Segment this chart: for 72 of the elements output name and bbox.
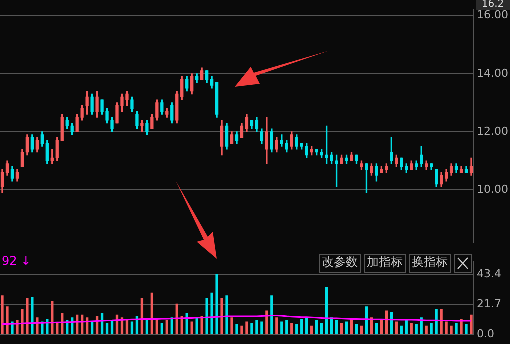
bar xyxy=(470,314,473,334)
bar xyxy=(465,324,468,334)
bar xyxy=(435,309,438,334)
annotation: 92 ↓ xyxy=(2,254,32,268)
bar xyxy=(335,320,338,334)
bar xyxy=(160,323,164,334)
bar xyxy=(400,326,403,334)
bar xyxy=(266,310,268,334)
bar xyxy=(190,322,194,334)
bar xyxy=(340,323,344,334)
bar xyxy=(300,318,304,334)
bar xyxy=(220,298,224,334)
bar xyxy=(405,320,408,334)
bar xyxy=(445,322,448,334)
annotation: 换指标 xyxy=(409,254,451,273)
bar xyxy=(260,322,264,334)
bar xyxy=(26,298,29,334)
bar xyxy=(360,326,364,334)
bar xyxy=(306,318,308,334)
bar xyxy=(150,292,154,334)
bar xyxy=(210,292,214,334)
bar xyxy=(250,323,254,334)
bar xyxy=(206,298,208,334)
y-tick-label: 14.00 xyxy=(477,66,508,80)
bar xyxy=(296,324,298,334)
bar xyxy=(455,323,458,334)
bar xyxy=(6,306,9,334)
bar xyxy=(325,287,328,334)
bar xyxy=(280,322,284,334)
bar xyxy=(440,309,443,334)
bar xyxy=(236,324,238,334)
bar xyxy=(345,322,348,334)
bar xyxy=(380,320,384,334)
bar xyxy=(450,326,453,334)
bar xyxy=(290,323,294,334)
bar xyxy=(316,320,318,334)
bar xyxy=(355,324,358,334)
bar xyxy=(425,326,428,334)
bar xyxy=(240,326,244,334)
bar xyxy=(130,322,134,334)
bar xyxy=(230,318,234,334)
bar xyxy=(430,323,433,334)
bar xyxy=(216,274,218,334)
bar xyxy=(395,322,398,334)
bar xyxy=(106,323,109,334)
bar xyxy=(410,323,413,334)
bar xyxy=(375,323,378,334)
y-tick-label: 16.00 xyxy=(477,8,508,22)
bar xyxy=(320,323,324,334)
bar xyxy=(310,326,314,334)
bar xyxy=(276,318,278,334)
annotation: 改参数 xyxy=(319,254,361,273)
y-tick-label: 10.00 xyxy=(477,182,508,196)
bar xyxy=(36,318,39,334)
y-tick-label: 0.0 xyxy=(477,327,494,340)
bar xyxy=(166,320,168,334)
bar xyxy=(460,318,463,334)
bar xyxy=(21,309,24,334)
bar xyxy=(270,296,274,334)
bar xyxy=(1,296,4,334)
bar xyxy=(415,324,418,334)
bar xyxy=(146,320,149,334)
y-tick-label: 21.7 xyxy=(477,297,502,310)
y-tick-label: 12.00 xyxy=(477,124,508,138)
bar xyxy=(256,320,258,334)
bar xyxy=(31,296,34,334)
annotation: 加指标 xyxy=(364,254,406,273)
bar xyxy=(200,316,204,334)
bar xyxy=(286,320,288,334)
bar xyxy=(226,296,228,334)
y-tick-label: 43.4 xyxy=(477,268,502,281)
bar xyxy=(246,322,248,334)
